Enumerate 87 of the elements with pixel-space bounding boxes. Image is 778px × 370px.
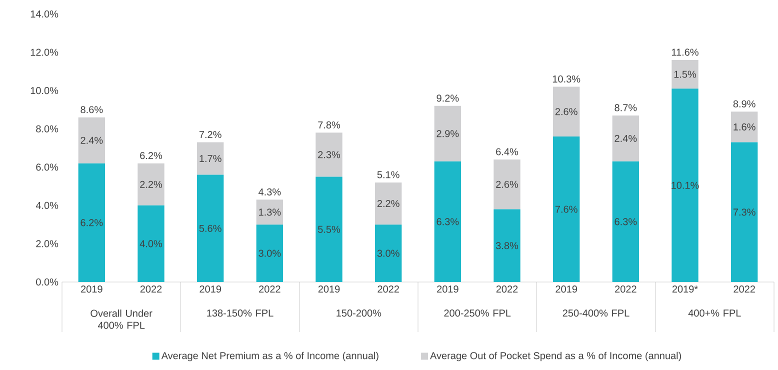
data-label: 1.5% (674, 70, 696, 78)
data-label: 1.7% (200, 155, 222, 162)
data-label: 5.6% (199, 224, 222, 232)
total-label: 8.6% (80, 106, 103, 114)
bar (434, 161, 462, 282)
bar (78, 117, 106, 164)
data-label: 1.3% (259, 208, 281, 216)
data-label: 7.6% (555, 206, 578, 213)
text: 150-200% (336, 310, 382, 317)
x-tick-label: 2022 (259, 286, 280, 293)
data-label: 6.2% (80, 219, 103, 226)
y-tick-label: 14.0% (30, 10, 58, 18)
bar (494, 159, 520, 210)
bar (78, 163, 106, 282)
total-label: 11.6% (672, 48, 698, 56)
bar (374, 182, 402, 225)
x-tick-label: 2022 (734, 286, 755, 293)
total-label: 6.4% (496, 148, 518, 156)
total-label: 6.2% (140, 152, 162, 160)
x-tick-label: 2019 (200, 286, 221, 293)
y-tick-label: 6.0% (36, 164, 58, 171)
bar (730, 142, 758, 282)
legend-label: Average Out of Pocket Spend as a % of Income (annual) (430, 352, 682, 362)
text: 200-250% FPL (444, 310, 511, 317)
bar (256, 200, 284, 225)
x-tick-label: 2019 (318, 286, 340, 293)
data-label: 3.0% (258, 250, 281, 257)
x-tick-label: 2022 (378, 286, 399, 293)
y-tick-label: 0.0% (36, 278, 58, 286)
y-tick-label: 12.0% (30, 48, 58, 56)
text: 250-400% FPL (562, 310, 630, 317)
total-label: 5.1% (377, 171, 400, 178)
total-label: 7.8% (318, 121, 340, 128)
total-label: 9.2% (436, 94, 459, 102)
bar (672, 88, 698, 282)
data-label: 3.0% (377, 250, 400, 257)
data-label: 2.2% (140, 180, 162, 188)
data-label: 7.3% (733, 208, 756, 216)
legend-label: Average Net Premium as a % of Income (annual) (161, 352, 378, 362)
total-label: 8.7% (614, 104, 637, 112)
data-label: 2.2% (377, 200, 400, 208)
y-tick-label: 10.0% (30, 87, 58, 94)
x-tick-label: 2019 (437, 286, 458, 293)
x-tick-label: 2022 (615, 286, 636, 293)
text: 138-150% FPL (207, 310, 274, 317)
bar (612, 161, 640, 282)
bar (672, 60, 698, 89)
bar (196, 174, 224, 282)
data-label: 4.0% (140, 240, 162, 248)
bar (730, 112, 758, 142)
x-tick-label: 2019* (672, 286, 698, 293)
data-label: 2.3% (318, 151, 340, 158)
bar (316, 176, 342, 282)
bar (138, 163, 164, 206)
text: Overall Under 400% FPL (90, 310, 152, 329)
data-label: 2.4% (80, 136, 103, 144)
x-tick-label: 2019 (556, 286, 577, 293)
bar (434, 106, 462, 162)
data-label: 6.3% (614, 218, 637, 226)
bar (552, 136, 580, 282)
total-label: 8.9% (733, 100, 756, 108)
y-tick-label: 8.0% (36, 125, 58, 132)
bar (552, 86, 580, 137)
bar (138, 205, 164, 282)
total-label: 10.3% (552, 75, 580, 83)
text: 400+% FPL (688, 310, 741, 317)
data-label: 2.6% (555, 108, 578, 116)
data-label: 2.4% (614, 134, 637, 142)
data-label: 1.6% (734, 123, 756, 130)
data-label: 3.8% (496, 242, 518, 250)
bar (196, 142, 224, 175)
x-tick-label: 2019 (81, 286, 102, 293)
y-tick-label: 4.0% (36, 202, 58, 209)
bar (316, 132, 342, 177)
total-label: 7.2% (199, 131, 222, 138)
data-label: 5.5% (318, 226, 340, 233)
data-label: 2.6% (496, 180, 518, 188)
bar (374, 224, 402, 282)
bar (256, 224, 284, 282)
y-tick-label: 2.0% (36, 240, 58, 248)
total-label: 4.3% (258, 188, 281, 196)
x-tick-label: 2022 (496, 286, 518, 293)
data-label: 2.9% (436, 130, 459, 138)
data-label: 6.3% (436, 218, 459, 226)
bar (612, 115, 640, 162)
x-tick-label: 2022 (140, 286, 162, 293)
bar (494, 209, 520, 282)
